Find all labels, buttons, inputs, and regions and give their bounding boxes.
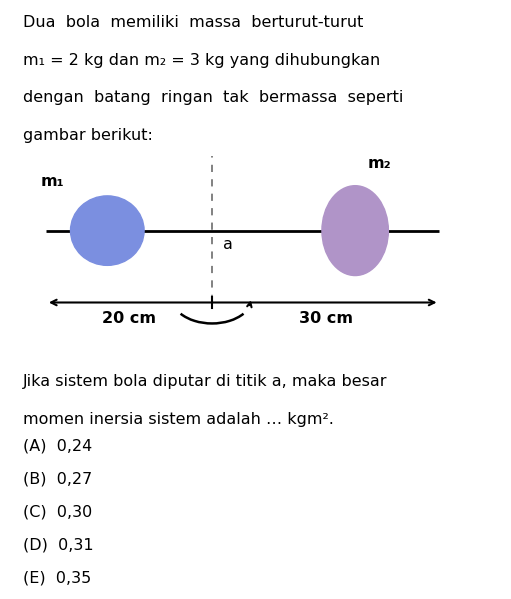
Text: m₂: m₂ — [368, 156, 391, 171]
Text: m₁: m₁ — [41, 174, 64, 189]
Text: momen inersia sistem adalah … kgm².: momen inersia sistem adalah … kgm². — [23, 412, 334, 427]
Text: m₁ = 2 kg dan m₂ = 3 kg yang dihubungkan: m₁ = 2 kg dan m₂ = 3 kg yang dihubungkan — [23, 53, 380, 68]
Ellipse shape — [322, 186, 388, 276]
Text: (A)  0,24: (A) 0,24 — [23, 438, 92, 453]
Text: Dua  bola  memiliki  massa  berturut-turut: Dua bola memiliki massa berturut-turut — [23, 15, 363, 30]
Text: (C)  0,30: (C) 0,30 — [23, 504, 92, 519]
Text: 20 cm: 20 cm — [102, 311, 156, 326]
Text: dengan  batang  ringan  tak  bermassa  seperti: dengan batang ringan tak bermassa sepert… — [23, 90, 403, 105]
Text: (B)  0,27: (B) 0,27 — [23, 471, 92, 486]
Text: 30 cm: 30 cm — [299, 311, 353, 326]
Text: a: a — [223, 237, 233, 252]
Text: Jika sistem bola diputar di titik a, maka besar: Jika sistem bola diputar di titik a, mak… — [23, 374, 387, 389]
Text: (E)  0,35: (E) 0,35 — [23, 570, 91, 585]
Text: (D)  0,31: (D) 0,31 — [23, 537, 94, 552]
Ellipse shape — [71, 196, 144, 265]
Text: gambar berikut:: gambar berikut: — [23, 128, 153, 143]
